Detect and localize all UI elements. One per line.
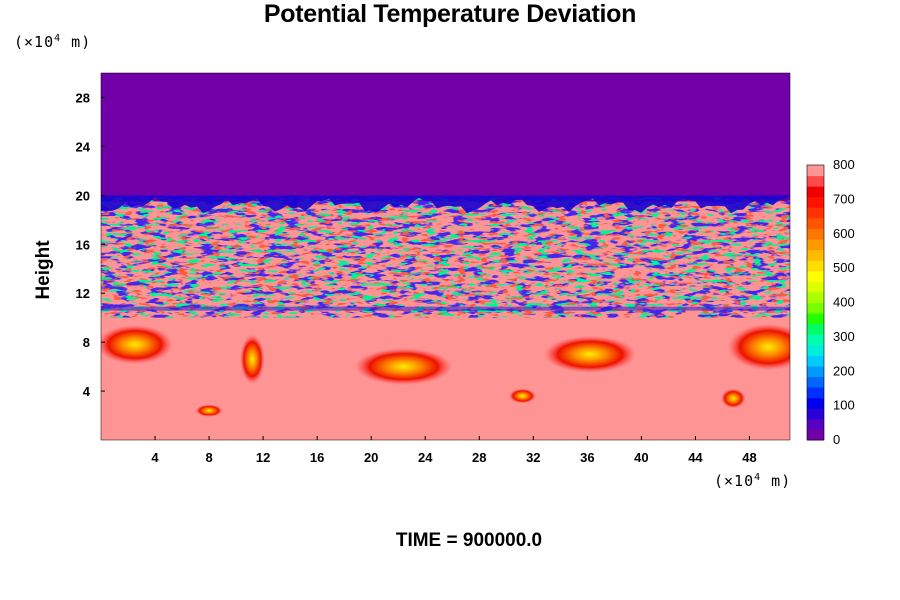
colorbar-label: 500 bbox=[833, 260, 855, 275]
colorbar-swatch bbox=[807, 387, 824, 399]
x-tick-label: 32 bbox=[526, 450, 540, 465]
colorbar-swatch bbox=[807, 344, 824, 356]
colorbar-swatch bbox=[807, 365, 824, 378]
colorbar-frame bbox=[806, 164, 825, 441]
colorbar-label: 300 bbox=[833, 329, 855, 344]
cold-region bbox=[101, 73, 790, 202]
colorbar-swatch bbox=[807, 239, 824, 251]
y-tick-label: 8 bbox=[83, 335, 90, 350]
colorbar-label: 100 bbox=[833, 398, 855, 413]
colorbar-swatch bbox=[807, 228, 824, 240]
x-tick-label: 20 bbox=[364, 450, 378, 465]
colorbar-swatch bbox=[807, 207, 824, 219]
y-tick-label: 28 bbox=[76, 90, 90, 105]
y-tick-label: 12 bbox=[76, 286, 90, 301]
colorbar-swatch bbox=[807, 408, 824, 420]
x-axis-ticks: 4 8 12 16 20 24 28 32 36 40 44 48 bbox=[151, 436, 757, 465]
colorbar: 0 100 200 300 400 500 600 700 800 bbox=[806, 157, 855, 447]
plume bbox=[195, 404, 223, 417]
x-tick-label: 8 bbox=[205, 450, 212, 465]
y-tick-label: 24 bbox=[76, 139, 91, 154]
colorbar-swatch bbox=[807, 270, 824, 282]
turbulent-layer bbox=[101, 195, 790, 318]
x-tick-label: 48 bbox=[742, 450, 756, 465]
heatmap-field bbox=[101, 73, 790, 440]
x-tick-label: 40 bbox=[634, 450, 648, 465]
colorbar-swatch bbox=[807, 249, 824, 261]
y-axis-unit: (×104 m) bbox=[14, 33, 92, 51]
colorbar-swatch bbox=[807, 165, 824, 177]
colorbar-swatch bbox=[807, 313, 824, 325]
colorbar-swatch bbox=[807, 281, 824, 293]
colorbar-swatch bbox=[807, 260, 824, 272]
colorbar-label: 200 bbox=[833, 363, 855, 378]
plume bbox=[101, 325, 173, 365]
colorbar-swatch bbox=[807, 323, 824, 335]
colorbar-swatch bbox=[807, 196, 824, 208]
colorbar-swatch bbox=[807, 217, 824, 229]
interface-edge bbox=[101, 195, 790, 214]
colorbar-swatch bbox=[807, 418, 824, 430]
warm-plumes bbox=[101, 323, 790, 417]
colorbar-swatch bbox=[807, 302, 824, 314]
y-tick-label: 20 bbox=[76, 188, 90, 203]
colorbar-label: 600 bbox=[833, 226, 855, 241]
x-tick-label: 12 bbox=[256, 450, 270, 465]
lower-band-line bbox=[101, 306, 790, 311]
plume bbox=[727, 323, 790, 371]
plume bbox=[240, 334, 265, 384]
colorbar-label: 400 bbox=[833, 295, 855, 310]
chart-title: Potential Temperature Deviation bbox=[263, 0, 637, 28]
colorbar-swatch bbox=[807, 291, 824, 303]
colorbar-swatch bbox=[807, 355, 824, 367]
plot-frame bbox=[100, 72, 791, 441]
time-label: TIME = 900000.0 bbox=[395, 530, 543, 551]
plume bbox=[721, 388, 746, 409]
turbulence-turb3 bbox=[101, 197, 790, 318]
colorbar-swatch bbox=[807, 429, 824, 441]
colorbar-swatch bbox=[807, 175, 824, 187]
plume bbox=[544, 336, 636, 373]
colorbar-label: 800 bbox=[833, 157, 855, 172]
x-axis-unit: (×104 m) bbox=[714, 472, 792, 490]
x-tick-label: 36 bbox=[580, 450, 594, 465]
x-tick-label: 28 bbox=[472, 450, 486, 465]
y-tick-label: 4 bbox=[83, 384, 91, 399]
colorbar-swatch bbox=[807, 334, 824, 346]
x-tick-label: 24 bbox=[418, 450, 433, 465]
colorbar-swatch bbox=[807, 376, 824, 388]
y-axis-ticks: 4 8 12 16 20 24 28 bbox=[76, 90, 105, 399]
y-tick-label: 16 bbox=[76, 237, 90, 252]
x-tick-label: 44 bbox=[688, 450, 703, 465]
plume bbox=[508, 388, 537, 404]
colorbar-swatch bbox=[807, 397, 824, 409]
colorbar-label: 700 bbox=[833, 191, 855, 206]
x-tick-label: 16 bbox=[310, 450, 324, 465]
x-tick-label: 4 bbox=[151, 450, 159, 465]
colorbar-label: 0 bbox=[833, 432, 840, 447]
colorbar-swatch bbox=[807, 186, 824, 198]
plume bbox=[354, 348, 453, 385]
